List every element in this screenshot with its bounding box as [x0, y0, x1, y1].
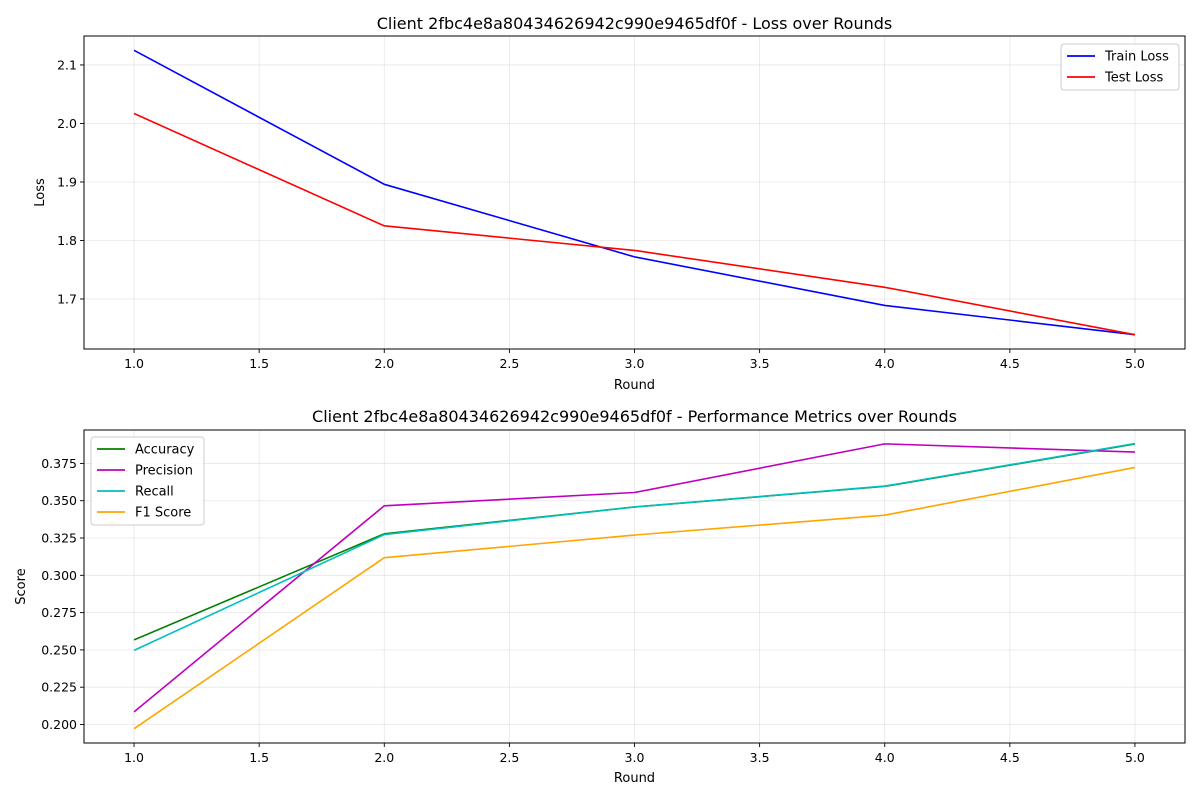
- series-line-test-loss: [133, 112, 1136, 336]
- x-tick-label: 2.0: [374, 356, 394, 371]
- x-tick-label: 1.0: [124, 750, 144, 765]
- chart-title: Client 2fbc4e8a80434626942c990e9465df0f …: [312, 407, 957, 426]
- series-line-recall: [133, 442, 1136, 652]
- x-tick-label: 1.5: [249, 356, 269, 371]
- x-tick-label: 2.5: [499, 356, 519, 371]
- legend-item: F1 Score: [97, 506, 191, 521]
- x-tick-label: 5.0: [1125, 750, 1145, 765]
- y-tick-label: 0.325: [41, 531, 77, 546]
- x-tick-label: 3.5: [750, 356, 770, 371]
- chart-1: 1.0 1.5 2.0 2.5 3.0 3.5 4.0 4.5 5.0 1.7 1.8 1.9 2.0 2…: [33, 14, 1186, 393]
- legend-label: Precision: [135, 464, 193, 479]
- legend-label: Recall: [135, 485, 174, 500]
- y-axis-label: Loss: [33, 178, 48, 207]
- chart-2: 1.0 1.5 2.0 2.5 3.0 3.5 4.0 4.5 5.0 0.200 0.225 0.2…: [14, 407, 1186, 786]
- x-tick-label: 3.0: [625, 750, 645, 765]
- y-tick-label: 0.375: [41, 456, 77, 471]
- y-axis-label: Score: [14, 568, 29, 604]
- legend-label: Train Loss: [1104, 50, 1169, 65]
- legend: Accuracy Precision Recall F1 Score: [90, 436, 205, 526]
- y-tick-label: 0.200: [41, 717, 77, 732]
- y-tick-label: 1.7: [57, 291, 77, 306]
- legend-item: Test Loss: [1067, 71, 1163, 86]
- chart-title: Client 2fbc4e8a80434626942c990e9465df0f …: [377, 14, 893, 33]
- x-tick-label: 4.5: [1000, 750, 1020, 765]
- x-tick-label: 4.5: [1000, 356, 1020, 371]
- legend-label: F1 Score: [135, 506, 191, 521]
- legend: Train Loss Test Loss: [1060, 43, 1180, 91]
- legend-label: Accuracy: [135, 443, 195, 458]
- series-line-train-loss: [133, 49, 1136, 336]
- y-tick-label: 0.225: [41, 680, 77, 695]
- y-tick-label: 2.1: [57, 57, 77, 72]
- legend-item: Accuracy: [97, 443, 195, 458]
- y-tick-label: 0.275: [41, 605, 77, 620]
- legend-item: Precision: [97, 464, 193, 479]
- y-tick-label: 1.9: [57, 174, 77, 189]
- x-tick-label: 3.0: [625, 356, 645, 371]
- y-tick-label: 2.0: [57, 116, 77, 131]
- x-tick-label: 3.5: [750, 750, 770, 765]
- y-tick-label: 0.250: [41, 642, 77, 657]
- legend-box: [90, 436, 205, 526]
- legend-label: Test Loss: [1104, 71, 1163, 86]
- y-tick-label: 1.8: [57, 233, 77, 248]
- x-tick-label: 1.5: [249, 750, 269, 765]
- y-tick-label: 0.350: [41, 493, 77, 508]
- x-tick-label: 4.0: [875, 356, 895, 371]
- x-tick-label: 1.0: [124, 356, 144, 371]
- series-line-f1-score: [133, 466, 1136, 730]
- series-line-precision: [133, 443, 1135, 713]
- x-tick-label: 2.0: [374, 750, 394, 765]
- x-tick-label: 4.0: [875, 750, 895, 765]
- x-axis-label: Round: [614, 771, 655, 786]
- x-tick-label: 5.0: [1125, 356, 1145, 371]
- x-axis-label: Round: [614, 378, 655, 393]
- legend-item: Recall: [97, 485, 174, 500]
- legend-item: Train Loss: [1067, 50, 1169, 65]
- x-tick-label: 2.5: [499, 750, 519, 765]
- y-tick-label: 0.300: [41, 568, 77, 583]
